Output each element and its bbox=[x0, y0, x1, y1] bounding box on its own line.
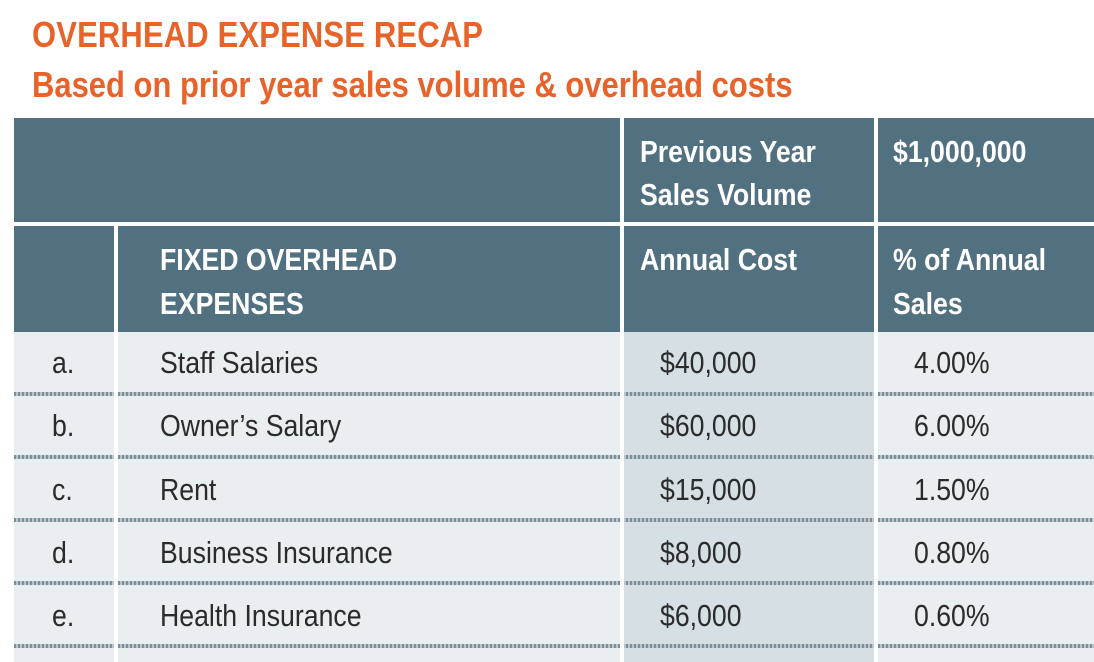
header-sales-amount-value: $1,000,000 bbox=[893, 134, 1027, 169]
table-row-expense: Staff Salaries bbox=[118, 332, 620, 392]
header-sales-label: Sales bbox=[893, 286, 963, 321]
row-expense-name: Owner’s Salary bbox=[160, 408, 342, 443]
row-letter: d. bbox=[52, 535, 75, 570]
header-fixed-overhead-label: FIXED OVERHEAD bbox=[160, 242, 398, 277]
row-annual-cost: $8,000 bbox=[660, 535, 742, 570]
row-expense-name: Staff Salaries bbox=[160, 345, 319, 380]
header-top-left bbox=[14, 118, 620, 222]
table-row-percent: 0.60% bbox=[878, 585, 1094, 644]
header-sales-volume-label: Sales Volume bbox=[640, 177, 812, 212]
row-expense-name: Rent bbox=[160, 472, 217, 507]
row-percent-of-sales: 4.00% bbox=[914, 345, 990, 380]
row-annual-cost: $60,000 bbox=[660, 408, 757, 443]
header-annual-cost-label: Annual Cost bbox=[640, 242, 798, 277]
header-sub-expense: FIXED OVERHEAD EXPENSES bbox=[118, 226, 620, 332]
page-subtitle: Based on prior year sales volume & overh… bbox=[32, 64, 793, 105]
row-letter: b. bbox=[52, 408, 75, 443]
row-letter: c. bbox=[52, 472, 73, 507]
page-title: OVERHEAD EXPENSE RECAP bbox=[32, 14, 484, 55]
table-row-cost: $15,000 bbox=[624, 459, 874, 518]
table-row-percent: 4.00% bbox=[878, 332, 1094, 392]
overhead-expense-table: Previous Year Sales Volume $1,000,000 FI… bbox=[14, 118, 1094, 662]
table-row-expense: Business Insurance bbox=[118, 522, 620, 581]
table-row-percent: 0.80% bbox=[878, 522, 1094, 581]
header-sub-letter bbox=[14, 226, 114, 332]
header-previous-year-label: Previous Year bbox=[640, 134, 816, 169]
header-expenses-label: EXPENSES bbox=[160, 286, 304, 321]
table-row-expense: Owner’s Salary bbox=[118, 396, 620, 455]
row-divider bbox=[14, 581, 1094, 585]
table-row-percent: 1.50% bbox=[878, 459, 1094, 518]
header-percent-label: % of Annual bbox=[893, 242, 1047, 277]
column-divider bbox=[620, 118, 624, 662]
row-annual-cost: $40,000 bbox=[660, 345, 757, 380]
table-row-expense: Health Insurance bbox=[118, 585, 620, 644]
row-percent-of-sales: 6.00% bbox=[914, 408, 990, 443]
table-row-percent: 6.00% bbox=[878, 396, 1094, 455]
table-row: b. bbox=[14, 396, 114, 455]
row-expense-name: Business Insurance bbox=[160, 535, 393, 570]
table-row: e. bbox=[14, 585, 114, 644]
row-percent-of-sales: 0.80% bbox=[914, 535, 990, 570]
table-row-partial bbox=[878, 648, 1094, 662]
row-annual-cost: $15,000 bbox=[660, 472, 757, 507]
row-divider bbox=[14, 392, 1094, 396]
table-row-partial bbox=[624, 648, 874, 662]
row-percent-of-sales: 1.50% bbox=[914, 472, 990, 507]
table-row-cost: $6,000 bbox=[624, 585, 874, 644]
row-letter: a. bbox=[52, 345, 75, 380]
header-top-previous-year: Previous Year Sales Volume bbox=[624, 118, 874, 222]
header-divider bbox=[14, 222, 1094, 226]
table-row-cost: $8,000 bbox=[624, 522, 874, 581]
header-top-sales-amount: $1,000,000 bbox=[878, 118, 1094, 222]
row-divider bbox=[14, 455, 1094, 459]
table-row-partial bbox=[118, 648, 620, 662]
row-expense-name: Health Insurance bbox=[160, 598, 362, 633]
table-row-partial bbox=[14, 648, 114, 662]
row-divider bbox=[14, 518, 1094, 522]
column-divider bbox=[874, 118, 878, 662]
row-letter: e. bbox=[52, 598, 75, 633]
table-row-cost: $60,000 bbox=[624, 396, 874, 455]
table-row-cost: $40,000 bbox=[624, 332, 874, 392]
table-row: d. bbox=[14, 522, 114, 581]
row-divider bbox=[14, 644, 1094, 648]
row-percent-of-sales: 0.60% bbox=[914, 598, 990, 633]
table-row: a. bbox=[14, 332, 114, 392]
header-sub-annual-cost: Annual Cost bbox=[624, 226, 874, 332]
column-divider bbox=[114, 226, 118, 662]
row-annual-cost: $6,000 bbox=[660, 598, 742, 633]
table-row-expense: Rent bbox=[118, 459, 620, 518]
table-row: c. bbox=[14, 459, 114, 518]
header-sub-percent: % of Annual Sales bbox=[878, 226, 1094, 332]
